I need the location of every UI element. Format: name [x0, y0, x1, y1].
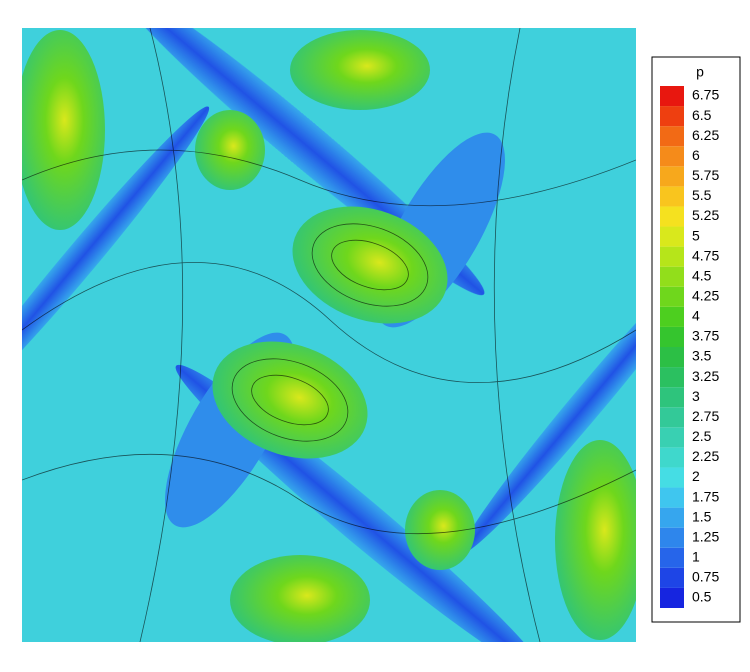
legend-swatch	[660, 467, 684, 488]
legend-title: p	[696, 64, 704, 80]
legend-label: 2.75	[692, 408, 719, 424]
legend-label: 4.75	[692, 247, 719, 263]
legend-label: 2.25	[692, 448, 719, 464]
legend-swatch	[660, 387, 684, 408]
legend-label: 5.5	[692, 187, 712, 203]
legend-label: 3	[692, 388, 700, 404]
legend-swatch	[660, 427, 684, 448]
legend-swatch	[660, 106, 684, 127]
legend-label: 4.25	[692, 288, 719, 304]
legend-label: 6.5	[692, 107, 712, 123]
legend-swatch	[660, 547, 684, 568]
legend-label: 0.5	[692, 589, 712, 605]
legend-label: 6.75	[692, 87, 719, 103]
legend-swatch	[660, 246, 684, 267]
legend-label: 6.25	[692, 127, 719, 143]
legend-swatch	[660, 326, 684, 347]
legend-label: 1.5	[692, 508, 712, 524]
legend-label: 4	[692, 308, 700, 324]
legend-label: 2.5	[692, 428, 712, 444]
legend-label: 2	[692, 468, 700, 484]
legend-swatch	[660, 186, 684, 207]
legend-swatch	[660, 126, 684, 147]
legend-swatch	[660, 407, 684, 428]
legend-label: 5.75	[692, 167, 719, 183]
legend-label: 5.25	[692, 207, 719, 223]
legend-swatch	[660, 286, 684, 307]
legend-label: 5	[692, 227, 700, 243]
legend-swatch	[660, 206, 684, 227]
legend-label: 0.75	[692, 569, 719, 585]
legend-label: 3.75	[692, 328, 719, 344]
legend-label: 3.25	[692, 368, 719, 384]
legend-swatch	[660, 507, 684, 528]
legend-swatch	[660, 587, 684, 608]
legend-swatch	[660, 347, 684, 368]
legend-label: 3.5	[692, 348, 712, 364]
legend-swatch	[660, 86, 684, 107]
legend-swatch	[660, 226, 684, 247]
legend-swatch	[660, 367, 684, 388]
legend-label: 1.25	[692, 528, 719, 544]
pressure-field	[22, 28, 636, 642]
legend-swatch	[660, 146, 684, 167]
legend-swatch	[660, 487, 684, 508]
legend-label: 1	[692, 549, 700, 565]
legend-swatch	[660, 166, 684, 187]
legend-swatch	[660, 447, 684, 468]
legend-swatch	[660, 567, 684, 588]
legend-swatch	[660, 527, 684, 548]
legend-swatch	[660, 266, 684, 287]
legend-label: 4.5	[692, 267, 712, 283]
legend-swatch	[660, 306, 684, 327]
legend-label: 6	[692, 147, 700, 163]
legend-label: 1.75	[692, 488, 719, 504]
